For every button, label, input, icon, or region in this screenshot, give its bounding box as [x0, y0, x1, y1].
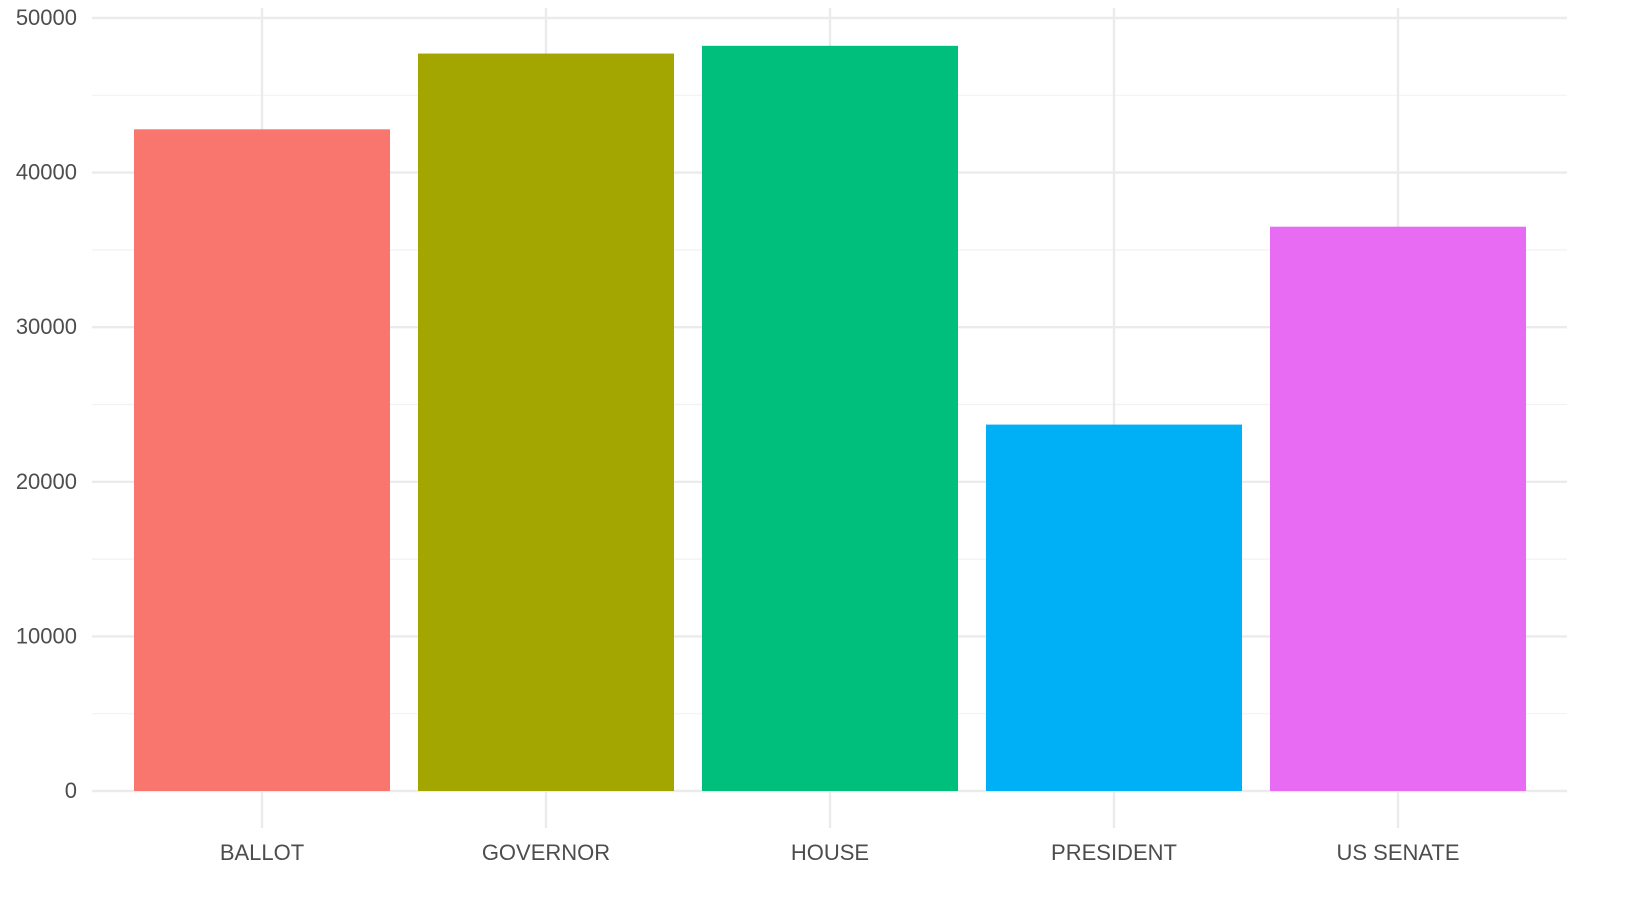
y-axis-ticks: 0 10000 20000 30000 40000 50000	[16, 5, 77, 803]
x-tick-label: HOUSE	[791, 840, 869, 865]
x-axis-ticks: BALLOT GOVERNOR HOUSE PRESIDENT US SENATE	[220, 840, 1460, 865]
y-tick-label: 30000	[16, 314, 77, 339]
y-tick-label: 50000	[16, 5, 77, 30]
bar-governor	[418, 53, 674, 792]
x-tick-label: BALLOT	[220, 840, 304, 865]
bar-ballot	[134, 129, 390, 791]
bar-house	[702, 45, 958, 791]
x-tick-label: US SENATE	[1336, 840, 1459, 865]
y-tick-label: 10000	[16, 623, 77, 648]
y-tick-label: 20000	[16, 469, 77, 494]
bar-us-senate	[1270, 226, 1526, 791]
y-tick-label: 40000	[16, 160, 77, 185]
x-tick-label: PRESIDENT	[1051, 840, 1177, 865]
bars	[134, 45, 1526, 792]
bar-president	[986, 424, 1242, 791]
x-tick-label: GOVERNOR	[482, 840, 610, 865]
y-tick-label: 0	[65, 778, 77, 803]
